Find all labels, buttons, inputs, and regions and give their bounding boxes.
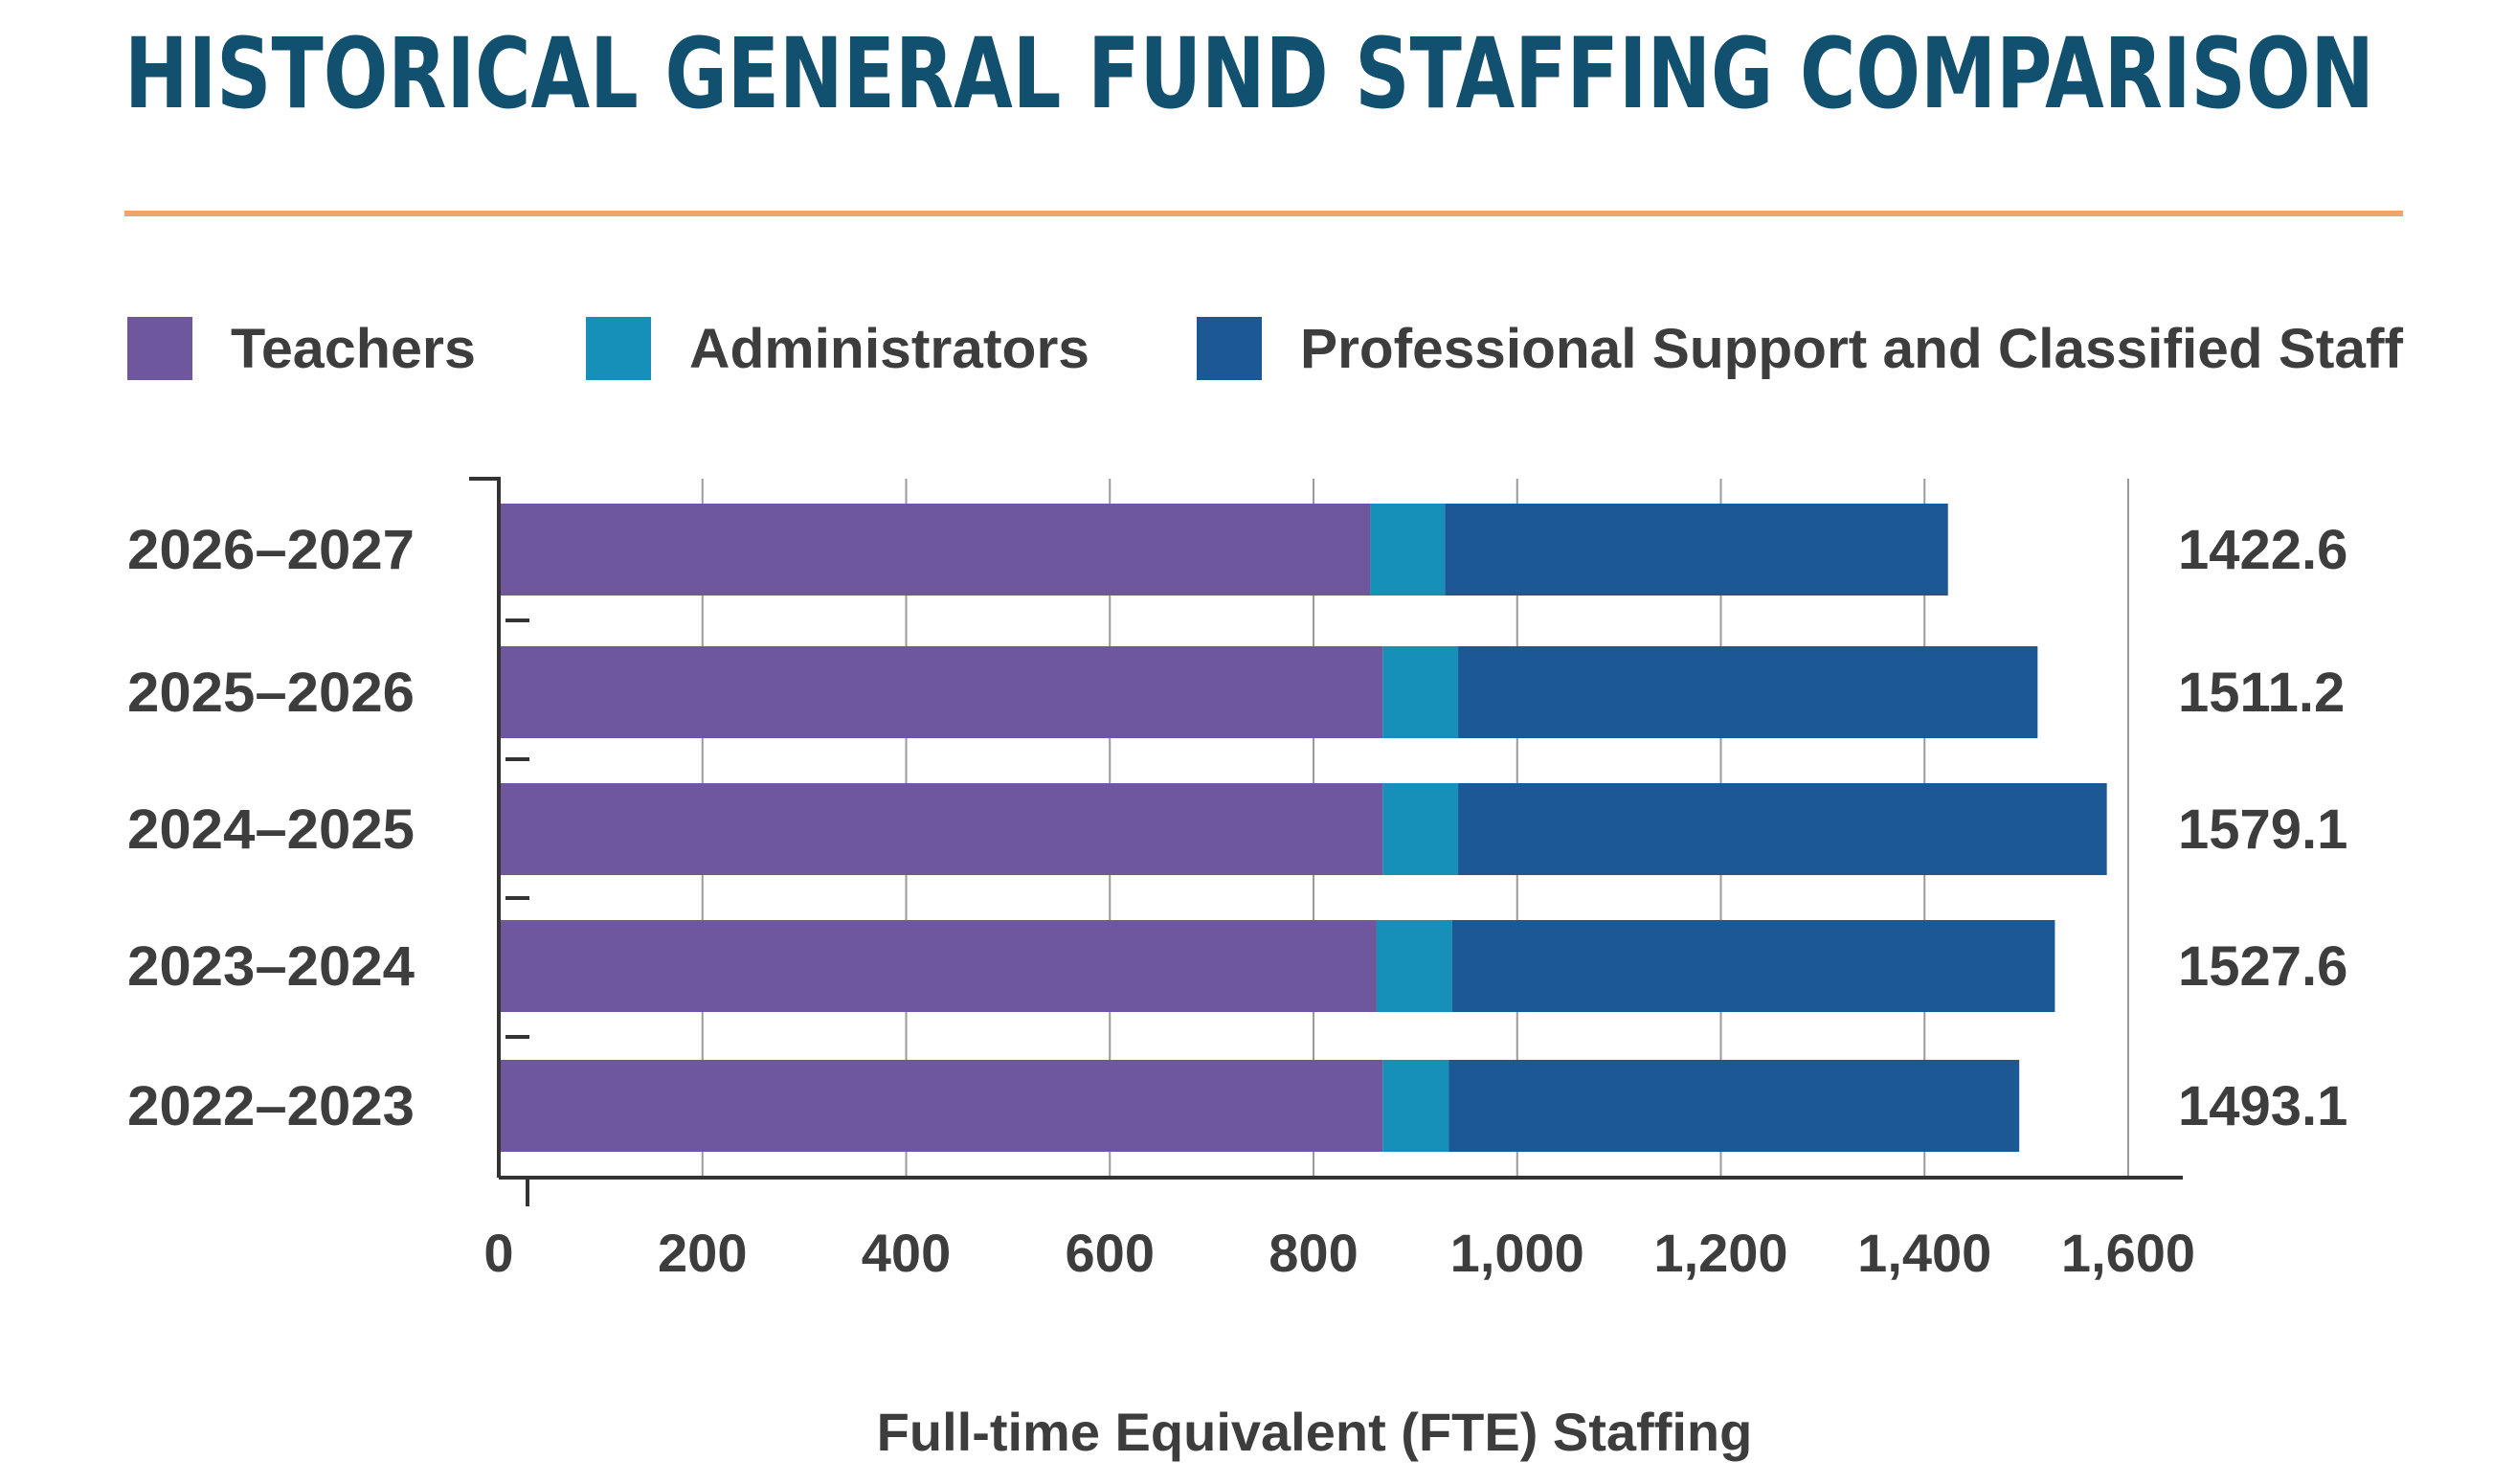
bar-row3-series3 <box>1458 783 2107 875</box>
x-tick-label-3: 400 <box>862 1223 951 1283</box>
title-divider <box>124 211 2403 216</box>
total-label-4: 1527.6 <box>2178 935 2347 998</box>
x-tick-label-8: 1,400 <box>1857 1223 1991 1283</box>
labels: 2026–2027 2025–2026 2024–2025 2023–2024 2022… <box>127 519 2347 1283</box>
total-label-2: 1511.2 <box>2178 662 2345 724</box>
x-tick-label-7: 1,200 <box>1653 1223 1787 1283</box>
x-tick-label-6: 1,000 <box>1450 1223 1584 1283</box>
category-label-5: 2022–2023 <box>127 1075 415 1137</box>
legend-swatch-1 <box>127 317 192 380</box>
bars <box>499 504 2107 1152</box>
legend-swatch-3 <box>1197 317 1262 380</box>
total-label-1: 1422.6 <box>2178 519 2347 581</box>
legend-label-3: Professional Support and Classified Staf… <box>1300 318 2404 380</box>
bar-row5-series3 <box>1448 1060 2020 1152</box>
total-label-3: 1579.1 <box>2178 798 2347 861</box>
x-axis-title: Full-time Equivalent (FTE) Staffing <box>877 1402 1753 1462</box>
legend-swatch-2 <box>586 317 651 380</box>
bar-row2-series3 <box>1458 646 2038 738</box>
x-tick-label-2: 200 <box>658 1223 747 1283</box>
bar-row5-series2 <box>1382 1060 1449 1152</box>
x-tick-label-9: 1,600 <box>2061 1223 2195 1283</box>
category-label-2: 2025–2026 <box>127 662 415 724</box>
bar-row5-series1 <box>499 1060 1383 1152</box>
total-label-5: 1493.1 <box>2178 1075 2347 1137</box>
x-tick-label-5: 800 <box>1269 1223 1358 1283</box>
category-label-1: 2026–2027 <box>127 519 415 581</box>
bar-row4-series2 <box>1376 920 1452 1012</box>
legend-label-2: Administrators <box>689 318 1089 380</box>
bar-row1-series1 <box>499 504 1371 596</box>
chart-title: HISTORICAL GENERAL FUND STAFFING COMPARI… <box>124 17 2374 131</box>
category-label-4: 2023–2024 <box>127 935 415 998</box>
legend-label-1: Teachers <box>231 318 476 380</box>
bar-row3-series1 <box>499 783 1383 875</box>
bar-row1-series3 <box>1445 504 1948 596</box>
bar-row4-series3 <box>1451 920 2055 1012</box>
x-tick-label-1: 0 <box>483 1223 513 1283</box>
x-tick-label-4: 600 <box>1066 1223 1155 1283</box>
bar-row1-series2 <box>1370 504 1446 596</box>
bar-row3-series2 <box>1382 783 1459 875</box>
category-label-3: 2024–2025 <box>127 798 415 861</box>
axes <box>469 477 2183 1206</box>
bar-row2-series1 <box>499 646 1383 738</box>
legend: Teachers Administrators Professional Suppo… <box>127 317 2404 380</box>
bar-row4-series1 <box>499 920 1377 1012</box>
bar-row2-series2 <box>1382 646 1459 738</box>
